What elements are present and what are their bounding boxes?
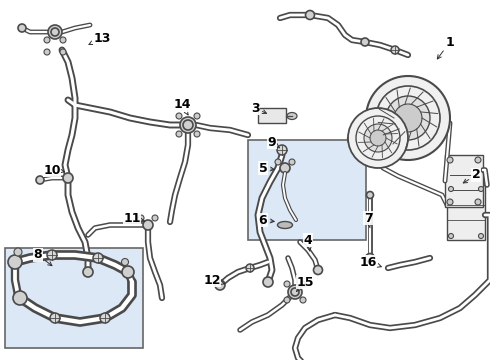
Circle shape (143, 220, 153, 230)
Circle shape (284, 297, 290, 303)
Circle shape (18, 24, 26, 32)
Circle shape (194, 113, 200, 119)
Circle shape (479, 186, 484, 192)
Circle shape (14, 248, 22, 256)
Circle shape (83, 267, 93, 277)
Text: 7: 7 (364, 211, 372, 228)
Circle shape (51, 28, 59, 36)
Circle shape (13, 291, 27, 305)
Circle shape (176, 131, 182, 137)
Circle shape (448, 234, 454, 238)
Circle shape (288, 285, 302, 299)
Circle shape (93, 253, 103, 263)
Text: 12: 12 (203, 274, 224, 287)
Circle shape (394, 104, 422, 132)
Circle shape (60, 37, 66, 43)
Circle shape (370, 130, 386, 146)
Text: 5: 5 (259, 162, 274, 175)
Circle shape (277, 145, 287, 155)
Circle shape (448, 186, 454, 192)
Circle shape (391, 46, 399, 54)
Text: 4: 4 (304, 234, 313, 251)
Text: 15: 15 (296, 275, 314, 291)
Circle shape (138, 215, 144, 221)
Bar (258, 108, 286, 123)
Text: 16: 16 (359, 256, 381, 269)
Text: 8: 8 (34, 248, 52, 266)
Circle shape (183, 120, 193, 130)
Circle shape (44, 49, 50, 55)
Ellipse shape (287, 112, 297, 120)
Text: 13: 13 (89, 31, 111, 45)
Text: 2: 2 (463, 168, 480, 183)
Text: 3: 3 (251, 102, 267, 114)
Text: 9: 9 (268, 135, 279, 148)
Circle shape (194, 131, 200, 137)
Circle shape (367, 192, 373, 198)
Circle shape (48, 25, 62, 39)
Circle shape (300, 297, 306, 303)
Circle shape (447, 157, 453, 163)
Text: 1: 1 (437, 36, 454, 59)
Circle shape (479, 234, 484, 238)
Text: 6: 6 (259, 213, 274, 226)
Circle shape (246, 264, 254, 272)
Circle shape (44, 37, 50, 43)
Circle shape (122, 258, 128, 266)
Circle shape (475, 199, 481, 205)
Bar (447, 185, 485, 240)
Bar (445, 155, 483, 207)
Circle shape (291, 288, 299, 296)
Circle shape (284, 281, 290, 287)
Circle shape (63, 173, 73, 183)
Circle shape (300, 281, 306, 287)
Circle shape (263, 277, 273, 287)
Circle shape (152, 215, 158, 221)
Circle shape (475, 157, 481, 163)
Circle shape (180, 117, 196, 133)
Circle shape (289, 159, 295, 165)
Text: 11: 11 (123, 211, 145, 225)
Circle shape (447, 199, 453, 205)
Circle shape (280, 163, 290, 173)
Circle shape (60, 49, 66, 55)
Text: 10: 10 (43, 163, 64, 176)
Circle shape (305, 10, 315, 19)
Circle shape (314, 266, 322, 274)
Circle shape (366, 253, 374, 262)
Circle shape (8, 255, 22, 269)
Circle shape (50, 313, 60, 323)
Ellipse shape (277, 221, 293, 229)
Circle shape (275, 159, 281, 165)
Circle shape (36, 176, 44, 184)
Text: 14: 14 (173, 99, 191, 115)
Circle shape (364, 124, 392, 152)
Bar (5, 248, 143, 348)
Circle shape (386, 96, 430, 140)
Circle shape (361, 38, 369, 46)
Circle shape (100, 313, 110, 323)
Bar (248, 140, 366, 240)
Circle shape (215, 280, 225, 290)
Circle shape (176, 113, 182, 119)
Circle shape (366, 76, 450, 160)
Circle shape (348, 108, 408, 168)
Circle shape (47, 250, 57, 260)
Circle shape (122, 266, 134, 278)
